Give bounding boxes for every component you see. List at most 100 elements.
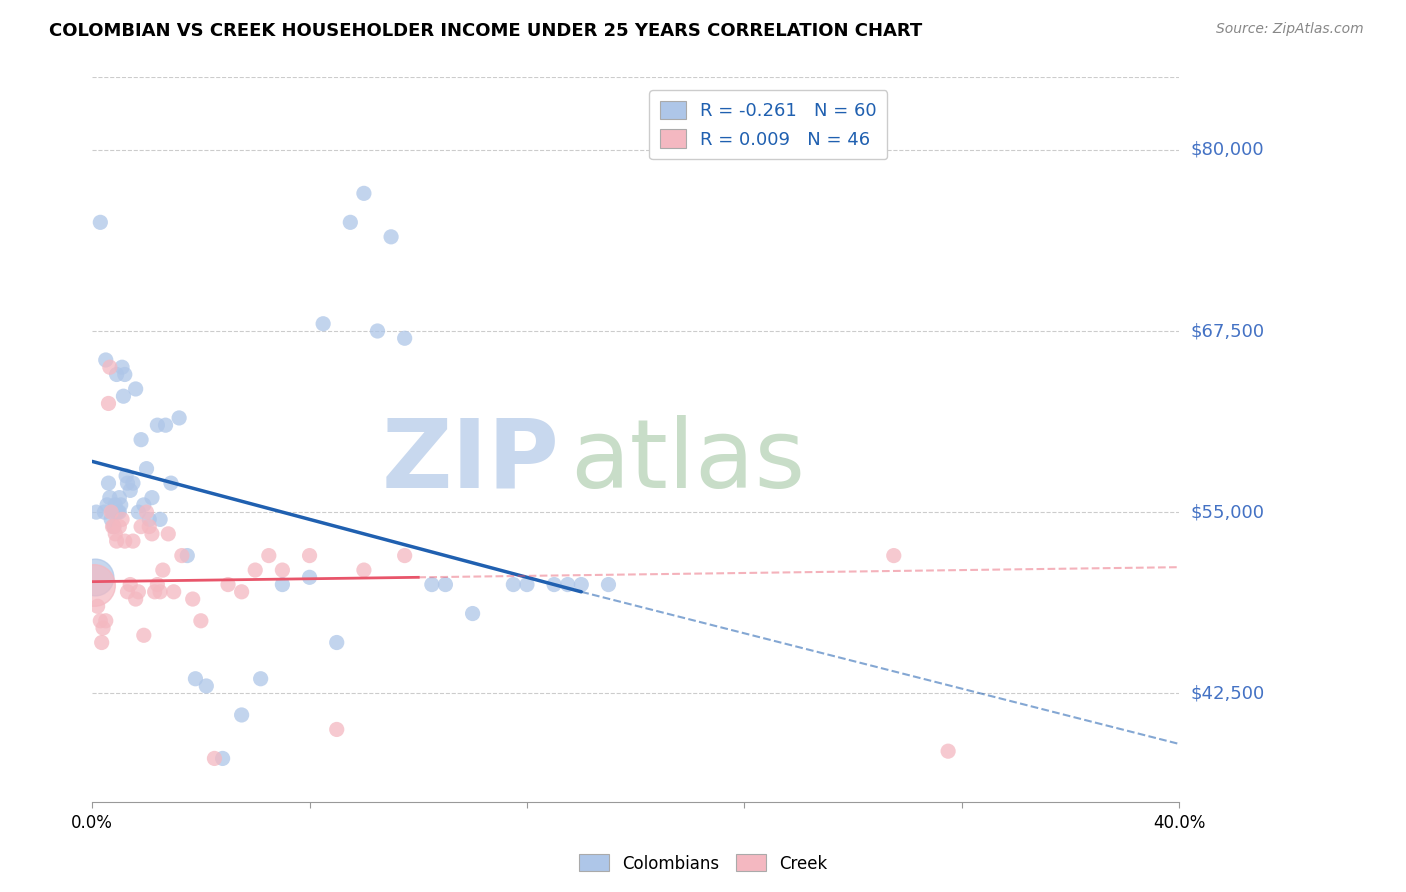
Point xyxy=(120,577,142,591)
Point xyxy=(325,635,347,649)
Point xyxy=(101,519,124,533)
Point xyxy=(231,708,253,723)
Point xyxy=(117,584,139,599)
Point xyxy=(127,505,149,519)
Point xyxy=(111,512,134,526)
Text: Source: ZipAtlas.com: Source: ZipAtlas.com xyxy=(1216,22,1364,37)
Point xyxy=(127,584,149,599)
Point xyxy=(434,577,457,591)
Point xyxy=(245,563,267,577)
Point xyxy=(120,483,142,498)
Text: ZIP: ZIP xyxy=(381,415,560,508)
Point xyxy=(115,469,138,483)
Point xyxy=(96,498,118,512)
Point xyxy=(83,577,105,591)
Point xyxy=(129,519,152,533)
Point xyxy=(298,570,321,584)
Point xyxy=(122,476,145,491)
Point xyxy=(100,512,122,526)
Point xyxy=(353,563,375,577)
Point xyxy=(135,505,157,519)
Point xyxy=(132,628,155,642)
Point xyxy=(112,389,135,403)
Point xyxy=(163,584,186,599)
Point xyxy=(108,491,131,505)
Point xyxy=(141,526,163,541)
Point xyxy=(157,526,180,541)
Point xyxy=(97,476,120,491)
Text: atlas: atlas xyxy=(571,415,806,508)
Point xyxy=(83,570,105,584)
Point xyxy=(94,353,117,368)
Point xyxy=(89,215,111,229)
Point xyxy=(502,577,524,591)
Point xyxy=(298,549,321,563)
Point xyxy=(138,519,160,533)
Point xyxy=(103,519,125,533)
Point xyxy=(257,549,280,563)
Point xyxy=(204,751,226,765)
Point xyxy=(94,614,117,628)
Point xyxy=(181,592,204,607)
Point xyxy=(936,744,959,758)
Point xyxy=(312,317,335,331)
Point xyxy=(394,549,416,563)
Point xyxy=(557,577,579,591)
Text: $67,500: $67,500 xyxy=(1191,322,1264,340)
Point xyxy=(98,491,121,505)
Point xyxy=(90,635,112,649)
Point xyxy=(195,679,218,693)
Point xyxy=(190,614,212,628)
Point xyxy=(104,526,127,541)
Point xyxy=(461,607,484,621)
Point xyxy=(366,324,388,338)
Point xyxy=(149,584,172,599)
Point xyxy=(105,368,128,382)
Legend: Colombians, Creek: Colombians, Creek xyxy=(572,847,834,880)
Text: COLOMBIAN VS CREEK HOUSEHOLDER INCOME UNDER 25 YEARS CORRELATION CHART: COLOMBIAN VS CREEK HOUSEHOLDER INCOME UN… xyxy=(49,22,922,40)
Point xyxy=(124,382,146,396)
Point xyxy=(103,519,125,533)
Point xyxy=(124,592,146,607)
Point xyxy=(170,549,193,563)
Point xyxy=(155,418,177,433)
Point xyxy=(231,584,253,599)
Point xyxy=(146,577,169,591)
Point xyxy=(105,534,128,549)
Point xyxy=(111,360,134,375)
Point xyxy=(569,577,592,591)
Point xyxy=(146,418,169,433)
Point xyxy=(132,498,155,512)
Point xyxy=(543,577,565,591)
Point xyxy=(98,360,121,375)
Point xyxy=(380,229,402,244)
Point xyxy=(122,534,145,549)
Point xyxy=(107,505,129,519)
Point xyxy=(149,512,172,526)
Point xyxy=(101,505,124,519)
Point xyxy=(114,534,136,549)
Point xyxy=(271,563,294,577)
Text: $42,500: $42,500 xyxy=(1191,684,1264,702)
Text: $80,000: $80,000 xyxy=(1191,141,1264,159)
Point xyxy=(271,577,294,591)
Point xyxy=(86,599,108,614)
Point xyxy=(249,672,271,686)
Point xyxy=(108,505,131,519)
Point xyxy=(339,215,361,229)
Point xyxy=(516,577,538,591)
Point xyxy=(217,577,239,591)
Point xyxy=(93,505,115,519)
Point xyxy=(104,498,127,512)
Point xyxy=(138,512,160,526)
Point xyxy=(176,549,198,563)
Point xyxy=(598,577,620,591)
Point xyxy=(883,549,905,563)
Point xyxy=(108,519,131,533)
Point xyxy=(141,491,163,505)
Point xyxy=(89,614,111,628)
Text: $55,000: $55,000 xyxy=(1191,503,1264,521)
Point xyxy=(184,672,207,686)
Point xyxy=(211,751,233,765)
Point xyxy=(325,723,347,737)
